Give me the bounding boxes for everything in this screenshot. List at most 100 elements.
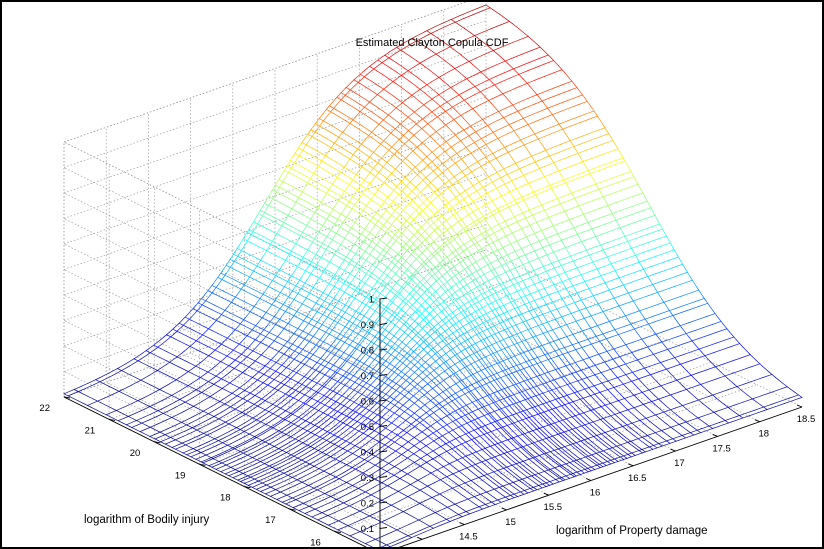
surface-line-x-50 — [389, 78, 397, 84]
surface-line-x-14 — [279, 326, 288, 331]
surface-line-y-13 — [610, 317, 620, 322]
surface-line-y-43 — [544, 60, 555, 65]
surface-line-x-0 — [103, 413, 111, 418]
surface-line-x-3 — [123, 371, 131, 376]
surface-line-x-41 — [328, 130, 336, 136]
surface-line-x-7 — [370, 436, 378, 442]
surface-line-y-30 — [439, 242, 450, 251]
surface-line-x-48 — [406, 115, 414, 122]
surface-line-x-6 — [159, 348, 168, 353]
surface-line-x-34 — [470, 321, 479, 332]
surface-line-y-48 — [111, 370, 122, 377]
surface-line-y-48 — [313, 120, 324, 134]
surface-line-y-20 — [428, 336, 439, 345]
surface-line-y-28 — [396, 304, 406, 316]
surface-line-x-21 — [250, 254, 258, 259]
surface-line-x-37 — [515, 363, 523, 374]
surface-line-y-31 — [438, 240, 448, 249]
surface-line-x-19 — [480, 430, 488, 438]
surface-line-x-10 — [428, 447, 436, 454]
surface-line-x-12 — [447, 445, 456, 452]
surface-line-x-12 — [204, 305, 212, 310]
surface-line-x-11 — [495, 489, 503, 496]
surface-line-y-33 — [252, 421, 262, 428]
surface-line-y-37 — [461, 165, 472, 172]
surface-line-x-46 — [465, 201, 474, 212]
surface-line-y-33 — [225, 436, 236, 442]
surface-line-x-33 — [382, 229, 391, 236]
surface-line-x-26 — [284, 226, 292, 232]
surface-line-x-12 — [217, 312, 225, 317]
surface-line-y-35 — [446, 197, 456, 205]
surface-line-y-38 — [463, 151, 474, 158]
surface-line-y-33 — [533, 166, 543, 172]
surface-line-y-5 — [530, 428, 540, 432]
surface-line-y-47 — [465, 35, 475, 41]
surface-line-y-24 — [527, 249, 537, 255]
surface-line-x-13 — [431, 426, 439, 433]
surface-line-x-46 — [373, 113, 381, 119]
surface-line-y-42 — [552, 69, 563, 74]
surface-line-y-15 — [291, 477, 302, 483]
surface-line-x-33 — [389, 235, 397, 242]
surface-line-y-48 — [472, 10, 482, 16]
surface-line-x-22 — [552, 476, 560, 483]
surface-line-y-19 — [265, 473, 276, 479]
surface-line-y-49 — [81, 381, 91, 387]
surface-line-x-14 — [332, 353, 340, 358]
surface-line-x-31 — [380, 247, 388, 254]
surface-line-y-22 — [474, 292, 485, 299]
surface-line-y-32 — [564, 164, 575, 169]
surface-line-x-52 — [483, 140, 491, 151]
surface-line-y-32 — [503, 190, 513, 196]
surface-line-y-4 — [416, 486, 427, 493]
surface-line-x-45 — [375, 121, 384, 128]
surface-line-x-9 — [284, 375, 292, 380]
surface-line-x-8 — [481, 501, 490, 508]
surface-line-y-47 — [113, 389, 123, 395]
surface-line-x-25 — [523, 441, 531, 448]
surface-line-x-43 — [596, 415, 604, 423]
surface-line-x-4 — [285, 433, 293, 438]
surface-line-x-45 — [639, 439, 647, 446]
surface-line-x-50 — [579, 327, 588, 339]
surface-line-x-29 — [544, 441, 552, 449]
surface-line-y-23 — [250, 465, 260, 471]
surface-line-x-32 — [508, 388, 517, 398]
surface-line-x-52 — [667, 406, 675, 414]
surface-line-y-7 — [346, 496, 357, 502]
surface-line-x-27 — [259, 209, 268, 215]
surface-line-x-2 — [286, 474, 294, 479]
surface-line-y-12 — [677, 304, 688, 309]
surface-line-x-21 — [473, 413, 482, 422]
surface-line-x-36 — [426, 247, 434, 256]
surface-line-y-26 — [580, 211, 591, 216]
surface-line-y-27 — [444, 266, 454, 275]
surface-line-x-21 — [269, 264, 278, 269]
surface-line-x-45 — [422, 159, 430, 167]
surface-line-y-6 — [677, 361, 688, 366]
surface-line-x-21 — [493, 434, 501, 442]
surface-line-y-14 — [489, 350, 500, 356]
surface-line-x-48 — [603, 385, 612, 394]
surface-line-x-39 — [471, 280, 480, 291]
surface-line-x-50 — [408, 92, 417, 99]
surface-line-y-35 — [200, 440, 210, 446]
surface-line-x-4 — [403, 494, 411, 499]
surface-line-x-28 — [343, 245, 351, 251]
surface-line-y-26 — [317, 410, 327, 419]
surface-line-x-46 — [544, 327, 553, 339]
surface-line-x-15 — [402, 387, 410, 394]
surface-line-x-34 — [405, 243, 413, 250]
surface-line-x-38 — [453, 265, 461, 276]
surface-line-x-25 — [365, 283, 373, 289]
surface-line-y-12 — [642, 316, 652, 321]
grid-line — [63, 218, 381, 376]
surface-line-y-29 — [586, 183, 597, 188]
surface-line-x-36 — [307, 160, 316, 165]
surface-line-y-29 — [340, 367, 350, 379]
surface-line-y-40 — [506, 111, 516, 117]
surface-line-x-34 — [372, 216, 380, 223]
surface-line-x-31 — [393, 257, 401, 264]
surface-line-y-32 — [406, 259, 417, 271]
